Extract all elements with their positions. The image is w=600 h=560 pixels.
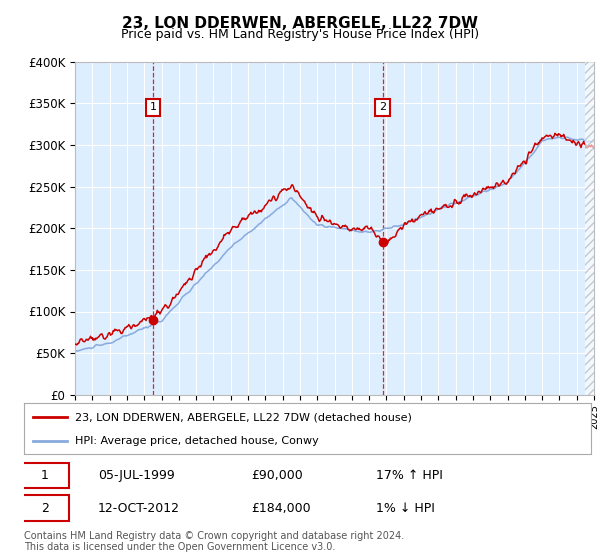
Text: 17% ↑ HPI: 17% ↑ HPI	[376, 469, 442, 482]
Text: £90,000: £90,000	[251, 469, 302, 482]
Text: 1: 1	[149, 102, 157, 113]
Text: Contains HM Land Registry data © Crown copyright and database right 2024.
This d: Contains HM Land Registry data © Crown c…	[24, 531, 404, 553]
FancyBboxPatch shape	[21, 463, 70, 488]
Text: 23, LON DDERWEN, ABERGELE, LL22 7DW (detached house): 23, LON DDERWEN, ABERGELE, LL22 7DW (det…	[75, 412, 412, 422]
Text: 2: 2	[41, 502, 49, 515]
Text: 1: 1	[41, 469, 49, 482]
Text: 2: 2	[379, 102, 386, 113]
Text: 23, LON DDERWEN, ABERGELE, LL22 7DW: 23, LON DDERWEN, ABERGELE, LL22 7DW	[122, 16, 478, 31]
Text: 1% ↓ HPI: 1% ↓ HPI	[376, 502, 434, 515]
Text: 05-JUL-1999: 05-JUL-1999	[98, 469, 175, 482]
Text: Price paid vs. HM Land Registry's House Price Index (HPI): Price paid vs. HM Land Registry's House …	[121, 28, 479, 41]
Text: HPI: Average price, detached house, Conwy: HPI: Average price, detached house, Conw…	[75, 436, 319, 446]
Text: £184,000: £184,000	[251, 502, 310, 515]
Text: 12-OCT-2012: 12-OCT-2012	[98, 502, 180, 515]
FancyBboxPatch shape	[21, 495, 70, 521]
Bar	[586, 62, 594, 395]
